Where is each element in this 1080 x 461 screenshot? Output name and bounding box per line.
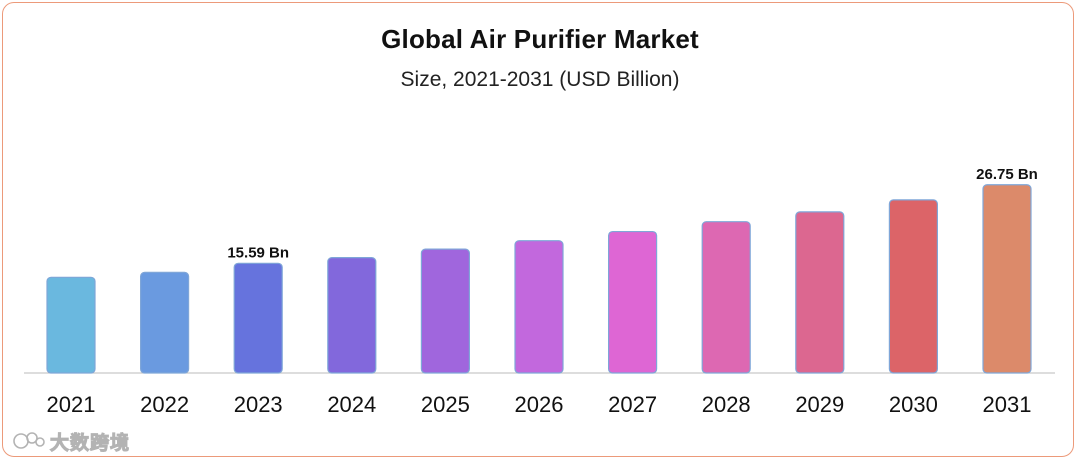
x-tick-label-2030: 2030 <box>889 392 938 417</box>
bar-2023 <box>233 262 283 374</box>
data-label-2023: 15.59 Bn <box>227 244 289 261</box>
x-tick-label-2025: 2025 <box>421 392 470 417</box>
bar-2025 <box>420 248 470 374</box>
x-tick-label-2029: 2029 <box>795 392 844 417</box>
bar-2031 <box>982 184 1032 374</box>
bars-group <box>46 184 1032 374</box>
bar-2024 <box>327 256 377 374</box>
x-tick-label-2023: 2023 <box>234 392 283 417</box>
data-labels: 15.59 Bn 26.75 Bn <box>227 166 1038 262</box>
x-tick-label-2024: 2024 <box>327 392 376 417</box>
watermark-logo-icon <box>13 432 45 449</box>
watermark-text: 大数跨境 <box>49 432 131 454</box>
chart-title: Global Air Purifier Market <box>381 24 699 54</box>
bar-2029 <box>795 211 845 374</box>
bar-2027 <box>607 230 658 374</box>
x-tick-label-2027: 2027 <box>608 392 657 417</box>
data-label-2031: 26.75 Bn <box>976 166 1038 183</box>
chart-subtitle: Size, 2021-2031 (USD Billion) <box>400 68 680 91</box>
bar-2021 <box>46 276 96 374</box>
bar-2028 <box>701 221 751 374</box>
bar-2022 <box>140 271 190 374</box>
x-tick-labels: 2021 2022 2023 2024 2025 2026 2027 2028 2029 2030… <box>47 392 1032 417</box>
x-tick-label-2026: 2026 <box>515 392 564 417</box>
x-tick-label-2021: 2021 <box>47 392 96 417</box>
bar-2026 <box>514 240 564 374</box>
x-tick-label-2031: 2031 <box>983 392 1032 417</box>
x-tick-label-2028: 2028 <box>702 392 751 417</box>
x-tick-label-2022: 2022 <box>140 392 189 417</box>
bar-2030 <box>888 199 939 374</box>
watermark: 大数跨境 <box>12 428 130 454</box>
